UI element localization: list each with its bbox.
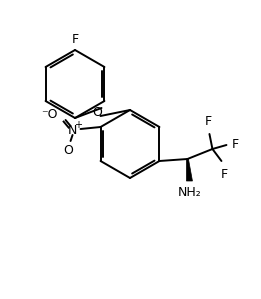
Polygon shape bbox=[186, 159, 192, 181]
Text: O: O bbox=[93, 106, 102, 118]
Text: +: + bbox=[74, 120, 81, 130]
Text: F: F bbox=[232, 138, 239, 152]
Text: O: O bbox=[64, 144, 74, 158]
Text: N: N bbox=[68, 123, 77, 137]
Text: F: F bbox=[221, 168, 228, 181]
Text: F: F bbox=[205, 115, 212, 128]
Text: NH₂: NH₂ bbox=[177, 186, 201, 199]
Text: ⁻O: ⁻O bbox=[41, 108, 58, 120]
Text: F: F bbox=[72, 33, 79, 46]
